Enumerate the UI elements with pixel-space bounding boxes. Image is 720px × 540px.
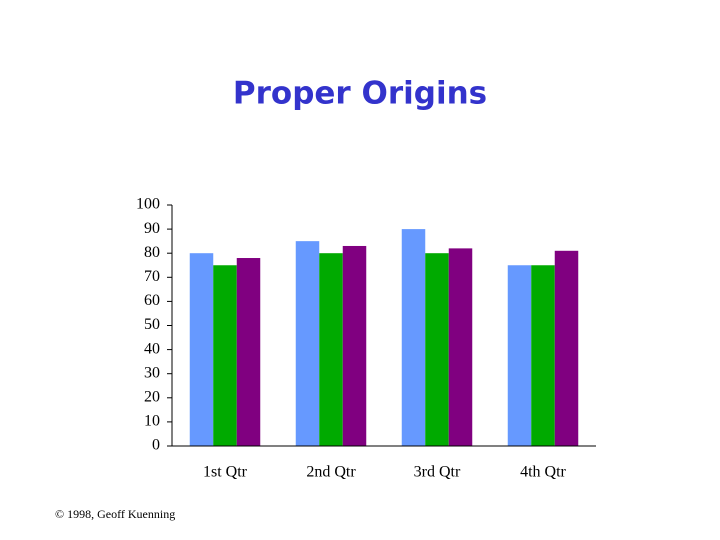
y-tick-label: 40 (144, 340, 160, 357)
x-tick-label: 2nd Qtr (306, 464, 356, 481)
bar (507, 265, 532, 446)
footer: © 1998, Geoff Kuenning (55, 507, 175, 521)
bar (342, 245, 367, 446)
x-tick-label: 3rd Qtr (414, 464, 461, 481)
bar (189, 253, 214, 446)
chart-title: Proper Origins (233, 76, 487, 112)
bar (531, 265, 555, 446)
y-tick-label: 0 (152, 437, 160, 454)
y-tick-label: 10 (144, 413, 160, 430)
bar (319, 253, 343, 446)
bar (425, 253, 449, 446)
y-tick-label: 20 (144, 388, 160, 405)
y-tick-label: 30 (144, 364, 160, 381)
y-tick-label: 60 (144, 292, 160, 309)
y-tick-label: 90 (144, 220, 160, 237)
bar (213, 265, 237, 446)
y-tick-label: 70 (144, 268, 160, 285)
bar (401, 229, 426, 446)
bar (236, 258, 261, 446)
x-tick-label: 1st Qtr (203, 464, 248, 481)
y-tick-label: 100 (136, 196, 160, 213)
y-tick-label: 50 (144, 316, 160, 333)
bar (554, 250, 579, 446)
bar (448, 248, 473, 446)
y-tick-label: 80 (144, 244, 160, 261)
x-tick-label: 4th Qtr (520, 464, 566, 481)
bar (295, 241, 320, 446)
